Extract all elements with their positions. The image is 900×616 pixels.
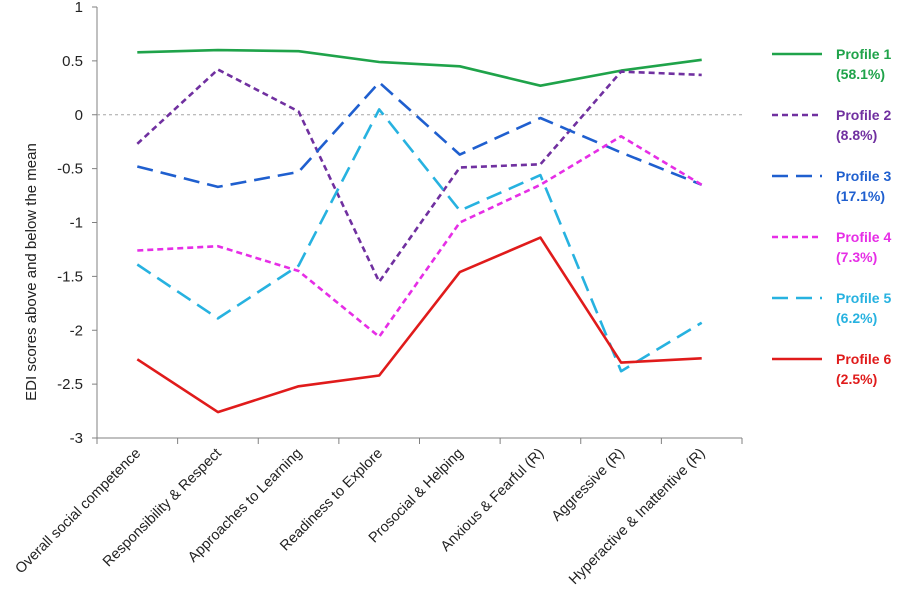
series-line xyxy=(136,68,702,284)
legend-item: Profile 3 (17.1%) xyxy=(772,168,891,204)
x-category-label: Overall social competence xyxy=(13,446,145,578)
legend-item: Profile 1 (58.1%) xyxy=(772,46,891,82)
legend-percent: (6.2%) xyxy=(836,310,877,326)
legend-percent: (2.5%) xyxy=(836,371,877,387)
y-axis-title: EDI scores above and below the mean xyxy=(23,143,40,401)
legend-label: Profile 6 xyxy=(836,351,891,367)
legend-item: Profile 2 (8.8%) xyxy=(772,107,891,143)
y-tick-label: -1.5 xyxy=(57,268,83,285)
legend-label: Profile 2 xyxy=(836,107,891,123)
y-tick-label: 1 xyxy=(75,0,83,16)
series-lines xyxy=(136,48,703,414)
series-line xyxy=(137,48,702,87)
legend-label: Profile 4 xyxy=(836,229,891,245)
legend-label: Profile 1 xyxy=(836,46,891,62)
series-line xyxy=(137,135,703,339)
legend-item: Profile 6 (2.5%) xyxy=(772,351,891,387)
legend-percent: (17.1%) xyxy=(836,188,885,204)
series-line xyxy=(136,108,703,373)
series-4 xyxy=(137,135,703,339)
series-6 xyxy=(136,236,702,414)
series-2 xyxy=(136,68,702,284)
x-category-label: Aggressive (R) xyxy=(549,446,628,525)
series-3 xyxy=(136,81,703,189)
y-tick-label: -0.5 xyxy=(57,161,83,178)
y-tick-label: 0.5 xyxy=(62,53,83,70)
series-1 xyxy=(137,48,702,87)
series-line xyxy=(136,236,702,414)
y-tick-label: 0 xyxy=(75,107,83,124)
x-category-label: Hyperactive & Inattentive (R) xyxy=(566,446,708,588)
y-tick-label: -2.5 xyxy=(57,376,83,393)
legend-label: Profile 3 xyxy=(836,168,891,184)
legend-label: Profile 5 xyxy=(836,290,891,306)
legend-item: Profile 5 (6.2%) xyxy=(772,290,891,326)
legend-item: Profile 4 (7.3%) xyxy=(772,229,891,265)
series-5 xyxy=(136,108,703,373)
y-tick-label: -1 xyxy=(70,215,83,232)
legend-percent: (8.8%) xyxy=(836,127,877,143)
series-line xyxy=(136,81,703,189)
legend: Profile 1 (58.1%) Profile 2 (8.8%) Profile 3… xyxy=(772,46,891,387)
legend-percent: (7.3%) xyxy=(836,249,877,265)
y-tick-label: -2 xyxy=(70,322,83,339)
y-tick-label: -3 xyxy=(70,430,83,447)
legend-percent: (58.1%) xyxy=(836,66,885,82)
